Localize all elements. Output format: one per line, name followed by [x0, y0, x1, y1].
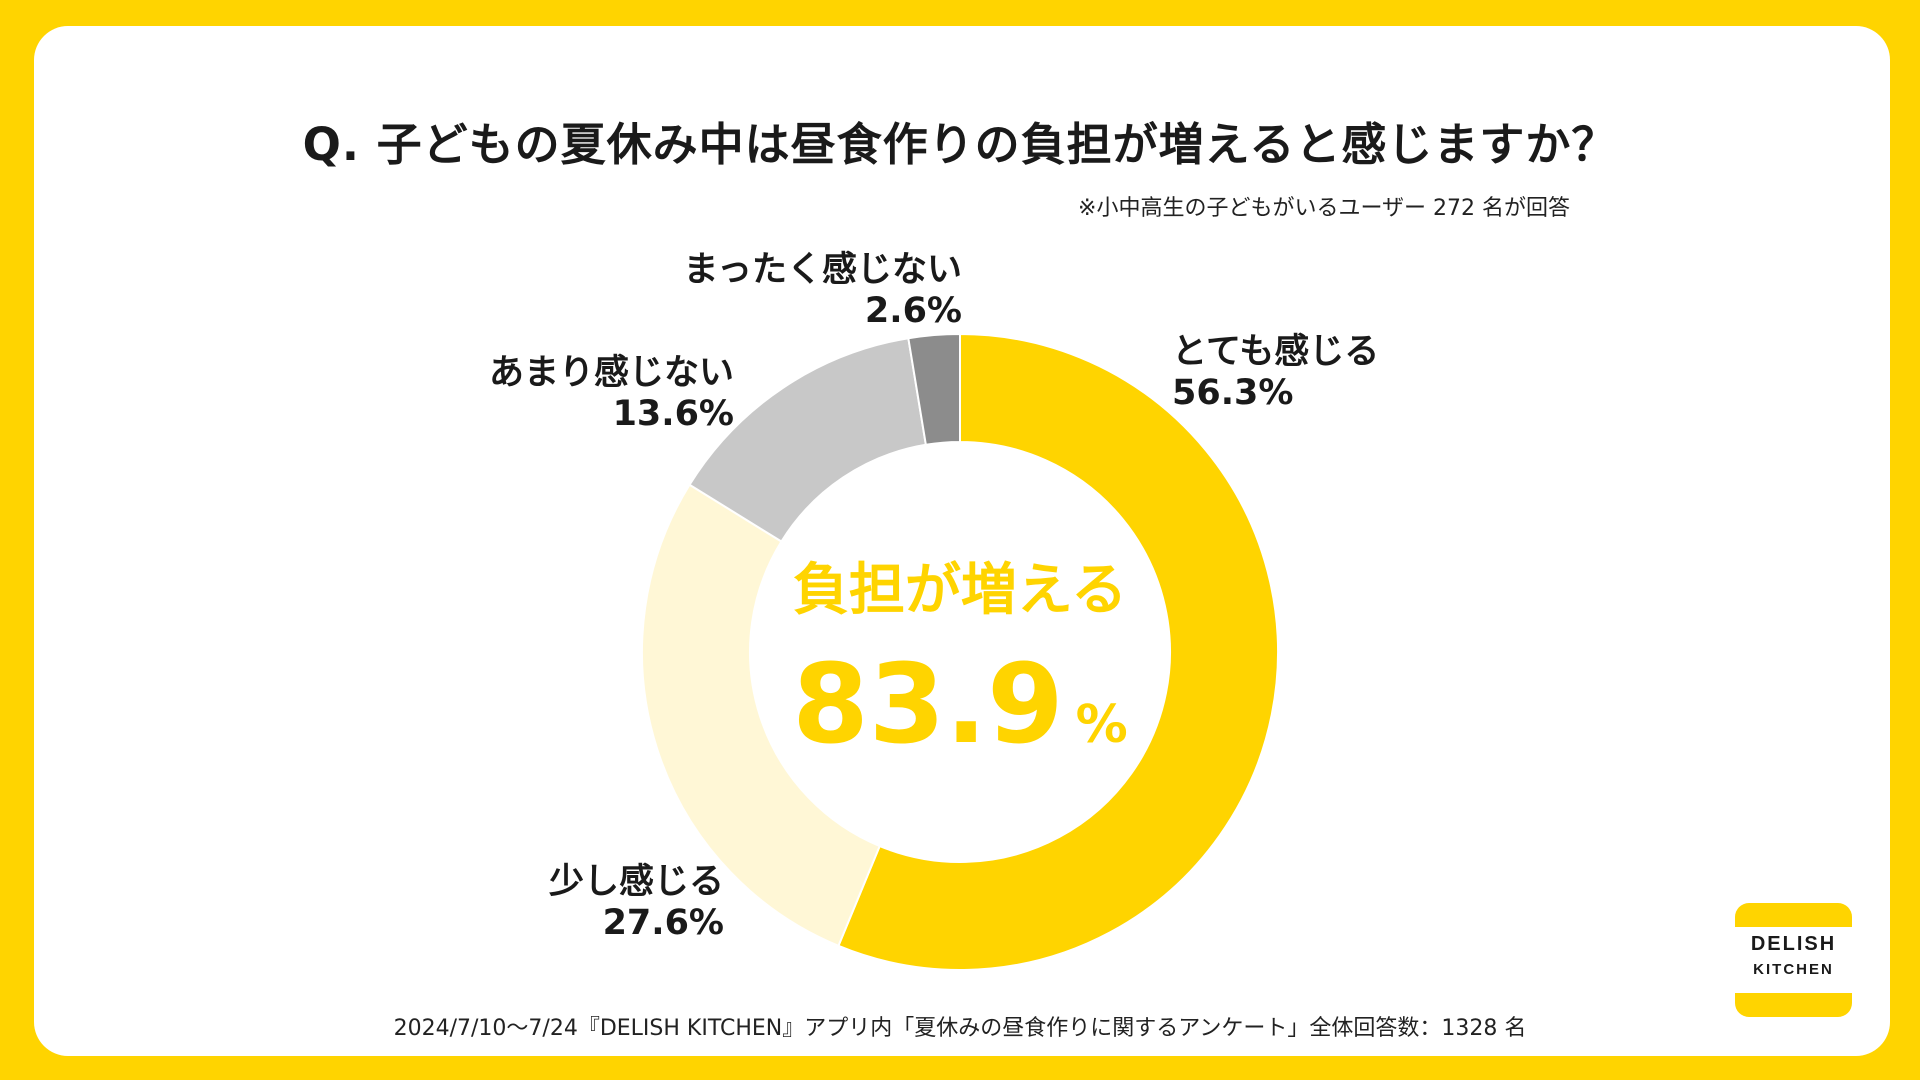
slice-name-2: あまり感じない — [488, 353, 734, 393]
slice-label-1: 少し感じる 27.6% — [549, 862, 724, 943]
slice-name-3: まったく感じない — [683, 250, 962, 290]
slice-label-0: とても感じる 56.3% — [1172, 332, 1379, 413]
slice-label-2: あまり感じない 13.6% — [489, 353, 734, 434]
respondent-note: ※小中高生の子どもがいるユーザー 272 名が回答 — [1078, 196, 1570, 221]
center-value-unit: % — [1075, 695, 1128, 755]
chart-title: Q. 子どもの夏休み中は昼食作りの負担が増えると感じますか？ — [302, 118, 1618, 171]
slice-value-1: 27.6% — [602, 902, 724, 943]
slice-value-3: 2.6% — [864, 290, 962, 331]
delish-kitchen-logo: DELISH KITCHEN — [1735, 903, 1852, 1017]
logo-line1: DELISH — [1750, 933, 1837, 955]
slice-label-3: まったく感じない 2.6% — [683, 250, 962, 331]
donut-slice-3 — [907, 332, 961, 446]
donut-slice-1 — [641, 483, 882, 948]
center-value: 83.9% — [700, 640, 1220, 768]
slice-name-1: 少し感じる — [548, 862, 724, 902]
donut-slice-0 — [837, 332, 1279, 971]
logo-band — [1735, 927, 1852, 993]
slice-value-2: 13.6% — [612, 393, 734, 434]
center-value-number: 83.9 — [792, 640, 1064, 768]
logo-line2: KITCHEN — [1753, 961, 1834, 978]
survey-footer: 2024/7/10〜7/24『DELISH KITCHEN』アプリ内「夏休みの昼… — [393, 1016, 1527, 1041]
center-label: 負担が増える — [792, 558, 1128, 623]
slice-value-0: 56.3% — [1172, 372, 1294, 413]
slice-name-0: とても感じる — [1172, 332, 1380, 372]
